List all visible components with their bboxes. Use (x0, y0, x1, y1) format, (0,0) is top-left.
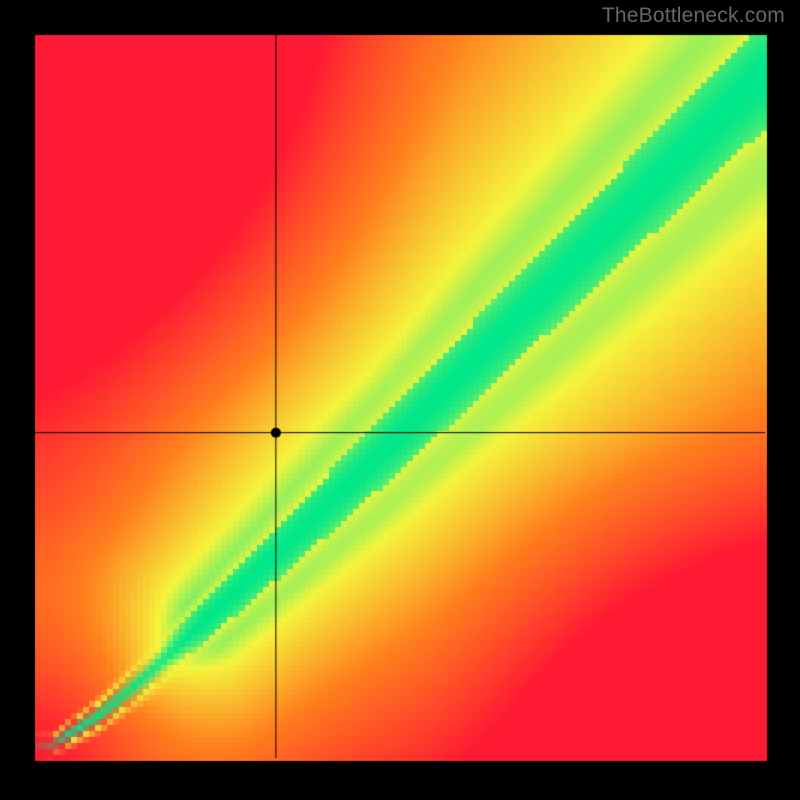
chart-container: TheBottleneck.com (0, 0, 800, 800)
bottleneck-heatmap (0, 0, 800, 800)
watermark-text: TheBottleneck.com (602, 4, 785, 28)
